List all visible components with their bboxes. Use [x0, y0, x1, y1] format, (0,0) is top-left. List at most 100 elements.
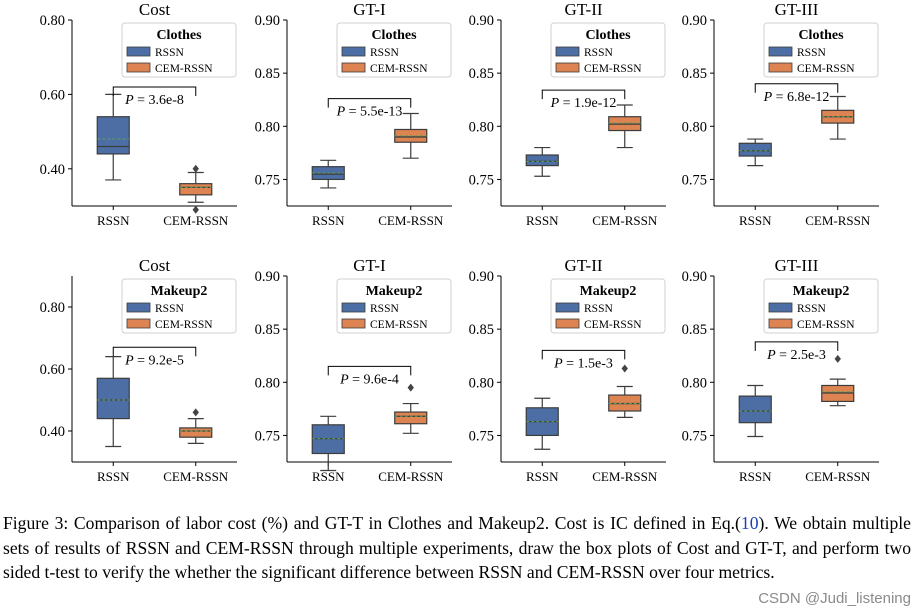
box-rssn: [525, 397, 559, 450]
box-cem-rssn: [394, 112, 428, 159]
legend-title: Makeup2: [366, 284, 423, 299]
p-value: = 6.8e-12: [772, 90, 829, 105]
y-tick-label: 0.75: [682, 428, 707, 444]
box-cem-rssn: [608, 364, 642, 418]
p-value-label: P = 5.5e-13: [336, 105, 403, 120]
x-tick-label: RSSN: [312, 469, 345, 484]
x-tick-label: RSSN: [526, 469, 559, 484]
outlier-point: [834, 354, 841, 363]
y-tick-label: 0.75: [469, 428, 494, 444]
legend: Makeup2 RSSN CEM-RSSN: [336, 278, 452, 334]
x-tick-label: CEM-RSSN: [592, 213, 658, 228]
p-symbol: P: [766, 348, 776, 363]
legend-swatch-cem-rssn: [126, 318, 151, 329]
legend-title: Clothes: [156, 28, 202, 43]
x-tick-label: CEM-RSSN: [378, 213, 444, 228]
p-value: = 9.6e-4: [349, 372, 399, 387]
legend-swatch-cem-rssn: [555, 318, 580, 329]
legend-label-rssn: RSSN: [584, 47, 613, 59]
x-tick-label: RSSN: [739, 213, 772, 228]
box-cem-rssn: [608, 104, 642, 149]
legend-label-rssn: RSSN: [155, 303, 184, 315]
legend: Clothes RSSN CEM-RSSN: [763, 22, 879, 78]
chart-title: GT-III: [775, 0, 819, 19]
box-cem-rssn: [179, 408, 213, 444]
x-tick-label: RSSN: [97, 469, 130, 484]
legend-title: Clothes: [585, 28, 631, 43]
legend-title: Makeup2: [151, 284, 208, 299]
p-value-label: P = 3.6e-8: [124, 93, 184, 108]
legend-swatch-rssn: [126, 46, 151, 57]
y-tick-label: 0.80: [40, 300, 65, 316]
significance-bracket: [112, 86, 197, 96]
legend-label-cem-rssn: CEM-RSSN: [155, 63, 213, 75]
y-tick-label: 0.75: [682, 172, 707, 188]
p-value-label: P = 9.2e-5: [124, 353, 184, 368]
legend-label-rssn: RSSN: [370, 303, 399, 315]
panel-gt-iii-clothes: 0.75 0.80 0.85 0.90 GT-III RSSN CEM-RSSN P = 6.…: [682, 0, 879, 228]
box-rssn: [738, 138, 772, 167]
box-iqr: [738, 395, 772, 424]
legend-label-cem-rssn: CEM-RSSN: [370, 319, 428, 331]
outlier-point: [621, 364, 628, 373]
legend-swatch-cem-rssn: [126, 62, 151, 73]
p-value: = 1.9e-12: [559, 96, 616, 111]
legend-label-cem-rssn: CEM-RSSN: [797, 319, 855, 331]
significance-bracket: [754, 341, 839, 351]
y-tick-label: 0.80: [255, 119, 280, 135]
y-tick-label: 0.40: [40, 162, 65, 178]
panel-gt-i-clothes: 0.75 0.80 0.85 0.90 GT-I RSSN CEM-RSSN P = 5.5e…: [255, 0, 452, 228]
p-value-label: P = 1.9e-12: [550, 96, 617, 111]
y-tick-label: 0.80: [682, 119, 707, 135]
box-rssn: [96, 93, 130, 181]
box-plot-grid: 0.40 0.60 0.80 Cost RSSN CEM-RSSN P = 3.6e-8 Cl…: [40, 0, 879, 484]
equation-reference-link[interactable]: 10: [740, 513, 759, 533]
legend-box: [763, 278, 879, 334]
y-tick-label: 0.85: [682, 66, 707, 82]
legend-title: Makeup2: [793, 284, 850, 299]
box-iqr: [394, 411, 428, 425]
box-iqr: [525, 154, 559, 167]
legend: Clothes RSSN CEM-RSSN: [121, 22, 237, 78]
panel-gt-i-makeup2: 0.75 0.80 0.85 0.90 GT-I RSSN CEM-RSSN P = 9.6e…: [255, 256, 452, 484]
y-tick-label: 0.85: [469, 322, 494, 338]
legend-box: [550, 22, 666, 78]
y-tick-label: 0.90: [469, 269, 494, 285]
legend-label-rssn: RSSN: [370, 47, 399, 59]
chart-title: GT-II: [564, 256, 602, 275]
legend-swatch-cem-rssn: [555, 62, 580, 73]
panel-cost-makeup2: 0.40 0.60 0.80 Cost RSSN CEM-RSSN P = 9.2e-5 Ma…: [40, 256, 237, 484]
box-rssn: [738, 384, 772, 438]
y-tick-label: 0.85: [255, 322, 280, 338]
legend-title: Makeup2: [580, 284, 637, 299]
y-tick-label: 0.90: [255, 269, 280, 285]
legend-box: [336, 278, 452, 334]
legend: Makeup2 RSSN CEM-RSSN: [763, 278, 879, 334]
legend-label-cem-rssn: CEM-RSSN: [584, 63, 642, 75]
legend-swatch-rssn: [126, 302, 151, 313]
p-value: = 3.6e-8: [134, 93, 184, 108]
legend-box: [121, 278, 237, 334]
outlier-point: [407, 383, 414, 392]
y-tick-label: 0.90: [255, 13, 280, 29]
box-rssn: [525, 146, 559, 177]
significance-bracket: [541, 89, 626, 100]
box-rssn: [96, 356, 130, 448]
p-value-label: P = 2.5e-3: [766, 348, 826, 363]
panel-gt-ii-makeup2: 0.75 0.80 0.85 0.90 GT-II RSSN CEM-RSSN P = 1.5…: [469, 256, 666, 484]
significance-bracket: [112, 346, 197, 357]
legend-label-cem-rssn: CEM-RSSN: [370, 63, 428, 75]
legend-swatch-cem-rssn: [768, 62, 793, 73]
x-tick-label: RSSN: [312, 213, 345, 228]
y-tick-label: 0.80: [40, 13, 65, 29]
box-iqr: [179, 183, 213, 196]
y-tick-label: 0.85: [255, 66, 280, 82]
y-tick-label: 0.85: [469, 66, 494, 82]
significance-bracket: [327, 98, 412, 108]
p-symbol: P: [339, 372, 349, 387]
legend-title: Clothes: [371, 28, 417, 43]
x-tick-label: RSSN: [526, 213, 559, 228]
x-tick-label: RSSN: [739, 469, 772, 484]
y-tick-label: 0.40: [40, 424, 65, 440]
outlier-point: [192, 164, 199, 173]
